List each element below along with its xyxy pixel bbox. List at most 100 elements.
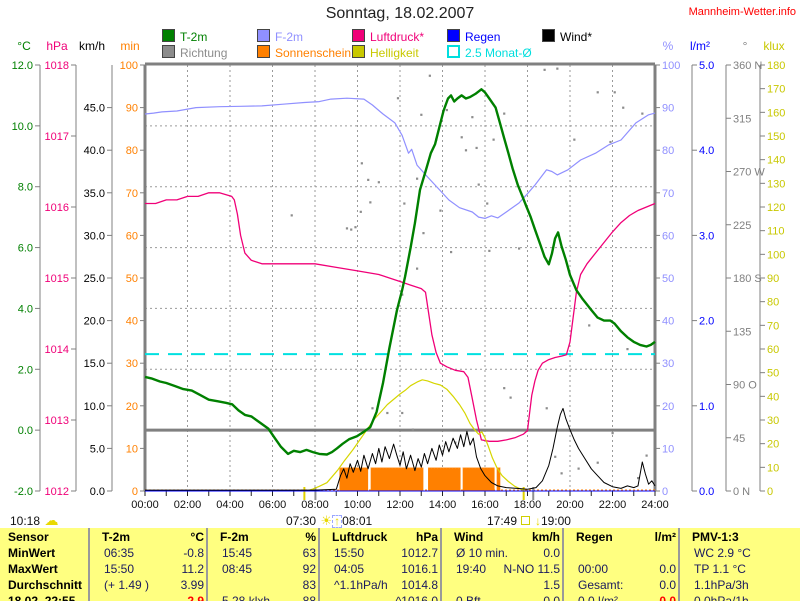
cloud-time: 10:18 — [10, 514, 41, 528]
table-cell: Sensor — [8, 530, 49, 544]
svg-text:135: 135 — [733, 326, 751, 338]
legend-item-f-2m: F-2m — [257, 29, 303, 44]
sunset-icon: ↓ — [534, 514, 541, 528]
table-cell: l/m² — [654, 530, 676, 544]
table-cell: 0.0 — [659, 562, 676, 576]
table-cell: Ø 10 min. — [456, 546, 509, 560]
svg-text:1.0: 1.0 — [699, 401, 714, 413]
legend-item-regen: Regen — [447, 29, 500, 44]
table-cell: % — [305, 530, 316, 544]
svg-text:10: 10 — [662, 443, 674, 455]
svg-text:1016: 1016 — [45, 202, 69, 214]
svg-text:30: 30 — [662, 358, 674, 370]
page-title: Sonntag, 18.02.2007 — [325, 5, 475, 22]
svg-text:16:00: 16:00 — [471, 499, 499, 511]
table-cell: 06:35 — [104, 546, 135, 560]
legend-item-t-2m: T-2m — [162, 29, 207, 44]
table-cell: °C — [190, 530, 204, 544]
svg-text:90: 90 — [126, 103, 138, 115]
svg-text:%: % — [663, 39, 674, 53]
svg-text:120: 120 — [767, 202, 785, 214]
svg-text:-2.0: -2.0 — [14, 486, 33, 498]
table-cell: 18.02, 22:55 — [8, 594, 76, 601]
svg-text:315: 315 — [733, 113, 751, 125]
svg-text:35.0: 35.0 — [84, 188, 105, 200]
svg-text:160: 160 — [767, 107, 785, 119]
table-cell: 0.0 — [543, 594, 560, 601]
legend-label: Regen — [465, 30, 501, 44]
svg-text:70: 70 — [767, 320, 779, 332]
svg-text:0: 0 — [132, 486, 138, 498]
svg-text:4.0: 4.0 — [699, 145, 714, 157]
svg-text:40.0: 40.0 — [84, 145, 105, 157]
svg-text:45: 45 — [733, 433, 745, 445]
legend-item-helligkeit: Helligkeit — [352, 45, 419, 60]
svg-text:225: 225 — [733, 220, 751, 232]
svg-text:50: 50 — [767, 368, 779, 380]
table-cell: 3.99 — [180, 578, 204, 592]
table-cell: T-2m — [102, 530, 131, 544]
svg-text:270 W: 270 W — [733, 167, 765, 179]
svg-text:6.0: 6.0 — [18, 243, 33, 255]
svg-text:110: 110 — [767, 226, 785, 238]
table-cell: Luftdruck — [332, 530, 388, 544]
svg-text:80: 80 — [767, 297, 779, 309]
svg-text:°C: °C — [17, 39, 31, 53]
legend-label: F-2m — [275, 30, 303, 44]
table-cell: 83 — [302, 578, 316, 592]
table-cell: 15:50 — [104, 562, 135, 576]
svg-text:40: 40 — [767, 391, 779, 403]
table-divider — [206, 528, 208, 601]
svg-text:22:00: 22:00 — [599, 499, 627, 511]
table-cell: 15:50 — [334, 546, 365, 560]
svg-text:180: 180 — [767, 60, 785, 72]
table-cell: 00:00 — [578, 562, 609, 576]
svg-text:4.0: 4.0 — [18, 303, 33, 315]
svg-text:100: 100 — [767, 249, 785, 261]
svg-text:0: 0 — [767, 486, 773, 498]
svg-text:08:00: 08:00 — [301, 499, 329, 511]
svg-text:1015: 1015 — [45, 273, 69, 285]
svg-text:20: 20 — [767, 439, 779, 451]
table-cell: (+ 1.49 ) — [104, 578, 150, 592]
table-cell: 0.0hPa/1h — [694, 594, 749, 601]
svg-text:100: 100 — [662, 60, 680, 72]
table-cell: TP 1.1 °C — [694, 562, 746, 576]
table-cell: N-NO 11.5 — [503, 562, 560, 576]
svg-text:40: 40 — [126, 316, 138, 328]
svg-text:0: 0 — [662, 486, 668, 498]
table-cell: 63 — [302, 546, 316, 560]
table-cell: F-2m — [220, 530, 249, 544]
sun-square-icon — [521, 516, 531, 525]
legend-label: Sonnenschein — [275, 46, 352, 60]
dusk-time: 19:00 — [540, 514, 571, 528]
legend-item-richtung: Richtung — [162, 45, 227, 60]
table-divider — [562, 528, 564, 601]
legend-swatch-icon — [257, 29, 270, 42]
table-cell: PMV-1:3 — [692, 530, 739, 544]
svg-text:10: 10 — [126, 443, 138, 455]
svg-text:klux: klux — [763, 39, 784, 53]
svg-text:2.0: 2.0 — [699, 316, 714, 328]
svg-text:12:00: 12:00 — [386, 499, 414, 511]
legend-swatch-icon — [352, 29, 365, 42]
table-cell: 0.0 — [543, 546, 560, 560]
site-link[interactable]: Mannheim-Wetter.info — [688, 6, 796, 18]
svg-text:10: 10 — [767, 462, 779, 474]
svg-text:90: 90 — [767, 273, 779, 285]
table-cell: ^1016.0 — [395, 594, 438, 601]
legend-swatch-icon — [447, 45, 460, 58]
table-cell: 88 — [302, 594, 316, 601]
stats-table: Sensor T-2m °C F-2m% Luftdruck hPa Wind km/h Reg… — [0, 528, 800, 601]
legend-label: 2.5 Monat-Ø — [465, 46, 532, 60]
table-cell: WC 2.9 °C — [694, 546, 751, 560]
svg-text:min: min — [120, 39, 139, 53]
svg-text:1017: 1017 — [45, 131, 69, 143]
svg-text:140: 140 — [767, 155, 785, 167]
svg-text:100: 100 — [120, 60, 138, 72]
legend-label: T-2m — [180, 30, 208, 44]
dawn-time: 07:30 — [286, 514, 317, 528]
svg-text:130: 130 — [767, 178, 785, 190]
table-cell: Gesamt: — [578, 578, 624, 592]
